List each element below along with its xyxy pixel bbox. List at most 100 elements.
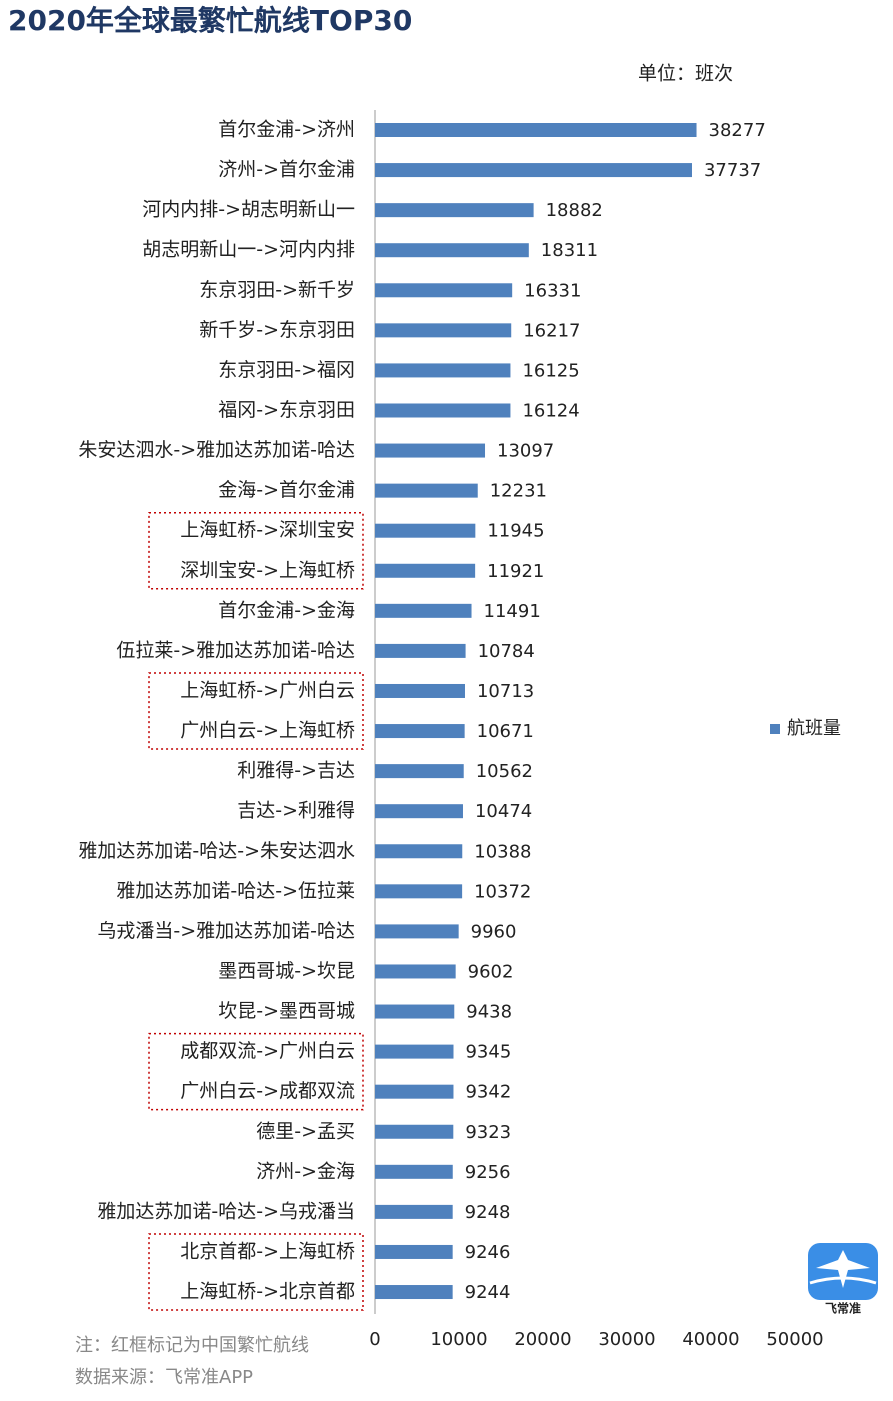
category-label: 乌戎潘当->雅加达苏加诺-哈达 bbox=[97, 920, 355, 942]
category-label: 上海虹桥->北京首都 bbox=[180, 1281, 355, 1303]
category-label: 首尔金浦->金海 bbox=[218, 599, 355, 621]
logo-wave bbox=[809, 1276, 877, 1285]
logo-plane bbox=[816, 1250, 870, 1288]
category-label: 雅加达苏加诺-哈达->乌戎潘当 bbox=[97, 1200, 355, 1222]
value-label: 16331 bbox=[524, 280, 581, 301]
category-label: 吉达->利雅得 bbox=[237, 800, 355, 822]
value-label: 9342 bbox=[465, 1082, 511, 1103]
bar bbox=[375, 1084, 454, 1099]
bar bbox=[375, 563, 476, 578]
highlight-box bbox=[148, 672, 364, 750]
highlight-box bbox=[148, 1233, 364, 1311]
category-label: 雅加达苏加诺-哈达->伍拉莱 bbox=[116, 880, 355, 902]
category-label: 济州->首尔金浦 bbox=[218, 159, 355, 181]
bar bbox=[375, 1204, 453, 1219]
bar bbox=[375, 403, 511, 418]
category-label: 上海虹桥->深圳宝安 bbox=[180, 519, 355, 541]
x-tick-label: 40000 bbox=[682, 1329, 739, 1350]
category-label: 北京首都->上海虹桥 bbox=[180, 1240, 355, 1262]
category-label: 新千岁->东京羽田 bbox=[199, 319, 355, 341]
value-label: 10372 bbox=[474, 881, 531, 902]
value-label: 9602 bbox=[468, 961, 514, 982]
value-label: 11921 bbox=[487, 561, 544, 582]
category-label: 济州->金海 bbox=[256, 1160, 355, 1182]
value-label: 10388 bbox=[474, 841, 531, 862]
value-label: 11491 bbox=[484, 601, 541, 622]
legend-label: 航班量 bbox=[787, 718, 841, 739]
bar bbox=[375, 163, 692, 178]
bar bbox=[375, 1164, 453, 1179]
value-label: 9256 bbox=[465, 1162, 511, 1183]
x-tick-label: 20000 bbox=[514, 1329, 571, 1350]
value-label: 10784 bbox=[478, 641, 535, 662]
bar bbox=[375, 724, 465, 739]
value-label: 11945 bbox=[487, 521, 544, 542]
logo-text: 飞常准 bbox=[825, 1301, 861, 1316]
category-label: 朱安达泗水->雅加达苏加诺-哈达 bbox=[78, 439, 355, 461]
bar bbox=[375, 804, 463, 819]
value-label: 12231 bbox=[490, 481, 547, 502]
x-tick-label: 0 bbox=[369, 1329, 380, 1350]
bar bbox=[375, 1244, 453, 1259]
category-label: 福冈->东京羽田 bbox=[218, 399, 355, 421]
value-label: 9323 bbox=[465, 1122, 511, 1143]
category-label: 墨西哥城->坎昆 bbox=[218, 960, 355, 982]
value-label: 16125 bbox=[522, 360, 579, 381]
bar bbox=[375, 844, 463, 859]
value-label: 9438 bbox=[466, 1002, 512, 1023]
category-label: 首尔金浦->济州 bbox=[218, 119, 355, 141]
legend-swatch bbox=[770, 724, 780, 734]
bar bbox=[375, 443, 486, 458]
value-label: 37737 bbox=[704, 160, 761, 181]
value-label: 9345 bbox=[465, 1042, 511, 1063]
category-label: 东京羽田->福冈 bbox=[218, 359, 355, 381]
category-label: 成都双流->广州白云 bbox=[180, 1040, 355, 1062]
bar bbox=[375, 1124, 454, 1139]
bar bbox=[375, 1044, 454, 1059]
category-label: 河内内排->胡志明新山一 bbox=[142, 199, 355, 221]
bar bbox=[375, 1004, 455, 1019]
highlight-box bbox=[148, 511, 364, 590]
bar bbox=[375, 483, 478, 498]
bar bbox=[375, 283, 513, 298]
bar bbox=[375, 363, 511, 378]
category-label: 伍拉莱->雅加达苏加诺-哈达 bbox=[116, 639, 355, 661]
category-label: 东京羽田->新千岁 bbox=[199, 279, 355, 301]
category-label: 利雅得->吉达 bbox=[237, 760, 355, 782]
value-label: 10671 bbox=[477, 721, 534, 742]
highlight-box bbox=[148, 1032, 364, 1111]
value-label: 18882 bbox=[546, 200, 603, 221]
bar bbox=[375, 243, 529, 258]
bar bbox=[375, 323, 512, 338]
unit-label: 单位：班次 bbox=[638, 63, 733, 85]
value-label: 10562 bbox=[476, 761, 533, 782]
x-tick-label: 30000 bbox=[598, 1329, 655, 1350]
x-tick-label: 10000 bbox=[430, 1329, 487, 1350]
value-label: 38277 bbox=[709, 120, 766, 141]
category-label: 坎昆->墨西哥城 bbox=[218, 1000, 355, 1022]
value-label: 16124 bbox=[522, 400, 579, 421]
value-label: 16217 bbox=[523, 320, 580, 341]
value-label: 9248 bbox=[465, 1202, 511, 1223]
bar bbox=[375, 924, 459, 939]
logo: 飞常准 bbox=[808, 1243, 878, 1316]
source-note: 数据来源：飞常准APP bbox=[75, 1367, 253, 1388]
category-label: 德里->孟买 bbox=[256, 1120, 355, 1142]
category-label: 上海虹桥->广州白云 bbox=[180, 679, 355, 701]
bar bbox=[375, 603, 472, 618]
bar bbox=[375, 964, 456, 979]
value-label: 18311 bbox=[541, 240, 598, 261]
value-label: 13097 bbox=[497, 441, 554, 462]
value-label: 10474 bbox=[475, 801, 532, 822]
value-label: 9960 bbox=[471, 921, 517, 942]
value-label: 10713 bbox=[477, 681, 534, 702]
bar bbox=[375, 523, 476, 538]
note: 注：红框标记为中国繁忙航线 bbox=[75, 1335, 309, 1356]
value-label: 9246 bbox=[465, 1242, 511, 1263]
bar bbox=[375, 203, 534, 218]
bar bbox=[375, 1285, 453, 1300]
bar bbox=[375, 123, 697, 137]
category-label: 广州白云->上海虹桥 bbox=[180, 720, 355, 742]
bar bbox=[375, 764, 464, 779]
